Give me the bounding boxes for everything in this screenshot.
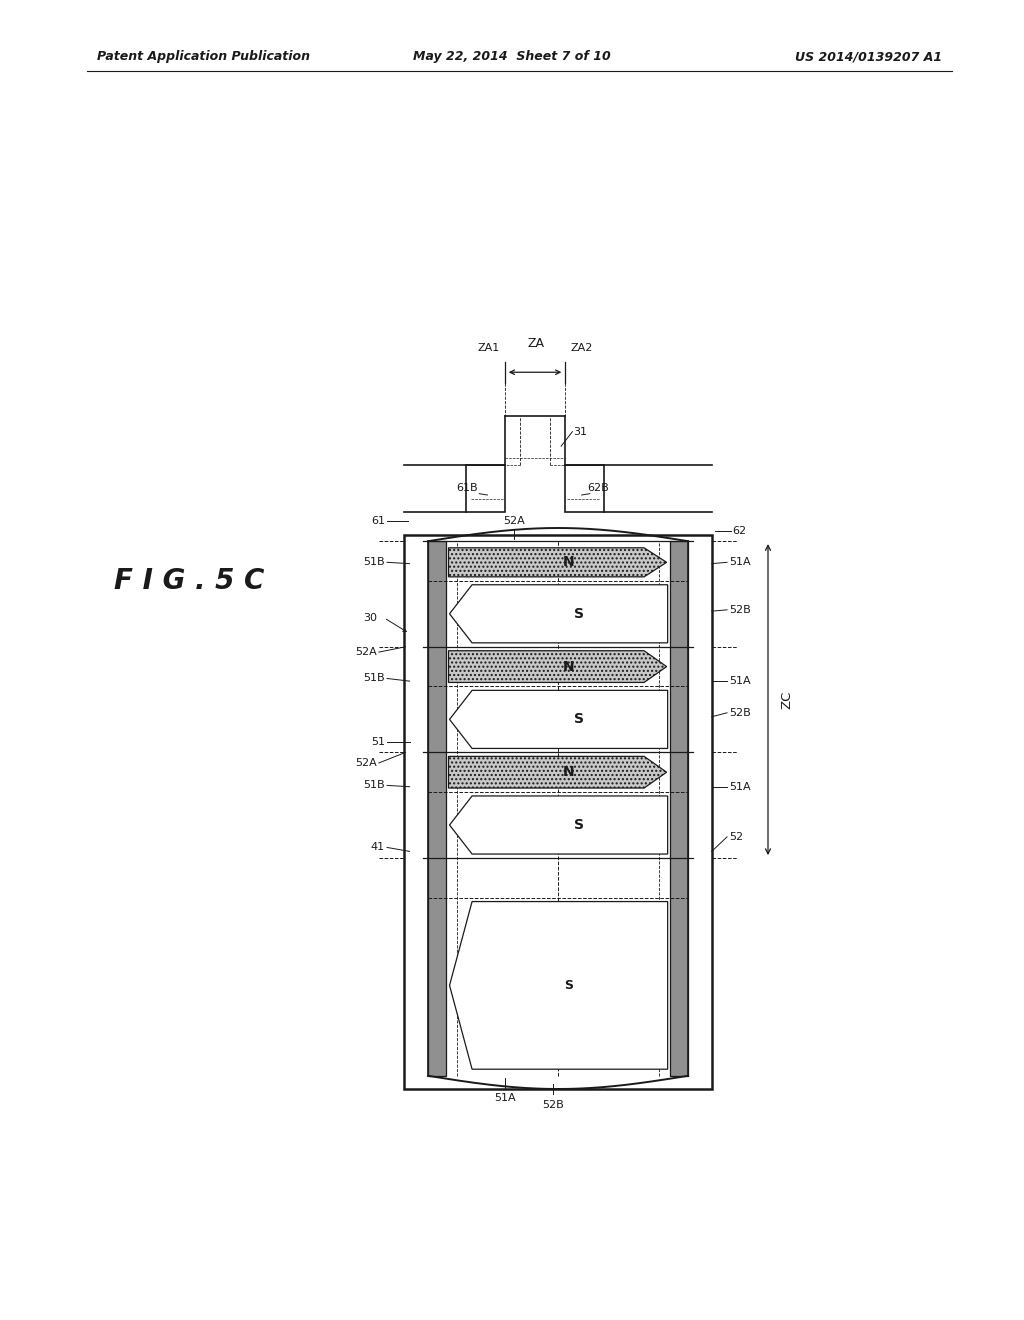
Text: ZC: ZC — [780, 690, 793, 709]
Text: 52B: 52B — [542, 1100, 564, 1110]
Text: 62: 62 — [732, 525, 746, 536]
Text: 61B: 61B — [456, 483, 478, 494]
Bar — [466, 465, 505, 512]
Text: May 22, 2014  Sheet 7 of 10: May 22, 2014 Sheet 7 of 10 — [413, 50, 611, 63]
Text: N: N — [562, 556, 574, 569]
Text: F I G . 5 C: F I G . 5 C — [115, 566, 264, 595]
Text: S: S — [564, 979, 572, 991]
Text: 52A: 52A — [503, 516, 525, 527]
Text: 51B: 51B — [364, 780, 385, 791]
Text: 51B: 51B — [364, 557, 385, 568]
Text: Patent Application Publication: Patent Application Publication — [97, 50, 310, 63]
Text: 51A: 51A — [494, 1093, 516, 1104]
Polygon shape — [449, 756, 667, 788]
Text: 51: 51 — [371, 737, 385, 747]
Text: 51A: 51A — [729, 781, 751, 792]
Text: S: S — [573, 818, 584, 832]
Text: 51B: 51B — [364, 673, 385, 684]
Polygon shape — [450, 690, 668, 748]
Text: 61: 61 — [371, 516, 385, 527]
Bar — [670, 541, 688, 1076]
Polygon shape — [449, 651, 667, 682]
Text: ZA: ZA — [527, 337, 544, 350]
Bar — [565, 465, 604, 512]
Polygon shape — [450, 796, 668, 854]
Text: ZA2: ZA2 — [570, 343, 593, 354]
Text: S: S — [573, 607, 584, 620]
Bar — [428, 541, 446, 1076]
Text: 62B: 62B — [587, 483, 609, 494]
Text: 52B: 52B — [729, 605, 751, 615]
Text: 51A: 51A — [729, 676, 751, 686]
Text: 52A: 52A — [355, 758, 377, 768]
Bar — [404, 535, 712, 1089]
Text: 51A: 51A — [729, 557, 751, 568]
Text: 31: 31 — [573, 426, 588, 437]
Polygon shape — [450, 585, 668, 643]
Text: N: N — [562, 766, 574, 779]
Text: 41: 41 — [371, 842, 385, 853]
Text: 52B: 52B — [729, 708, 751, 718]
Text: US 2014/0139207 A1: US 2014/0139207 A1 — [795, 50, 942, 63]
Text: S: S — [573, 713, 584, 726]
Polygon shape — [449, 548, 667, 577]
Text: 52: 52 — [729, 832, 743, 842]
Text: 52A: 52A — [355, 647, 377, 657]
Text: N: N — [562, 660, 574, 673]
Text: 30: 30 — [362, 612, 377, 623]
Text: ZA1: ZA1 — [477, 343, 500, 354]
Polygon shape — [450, 902, 668, 1069]
